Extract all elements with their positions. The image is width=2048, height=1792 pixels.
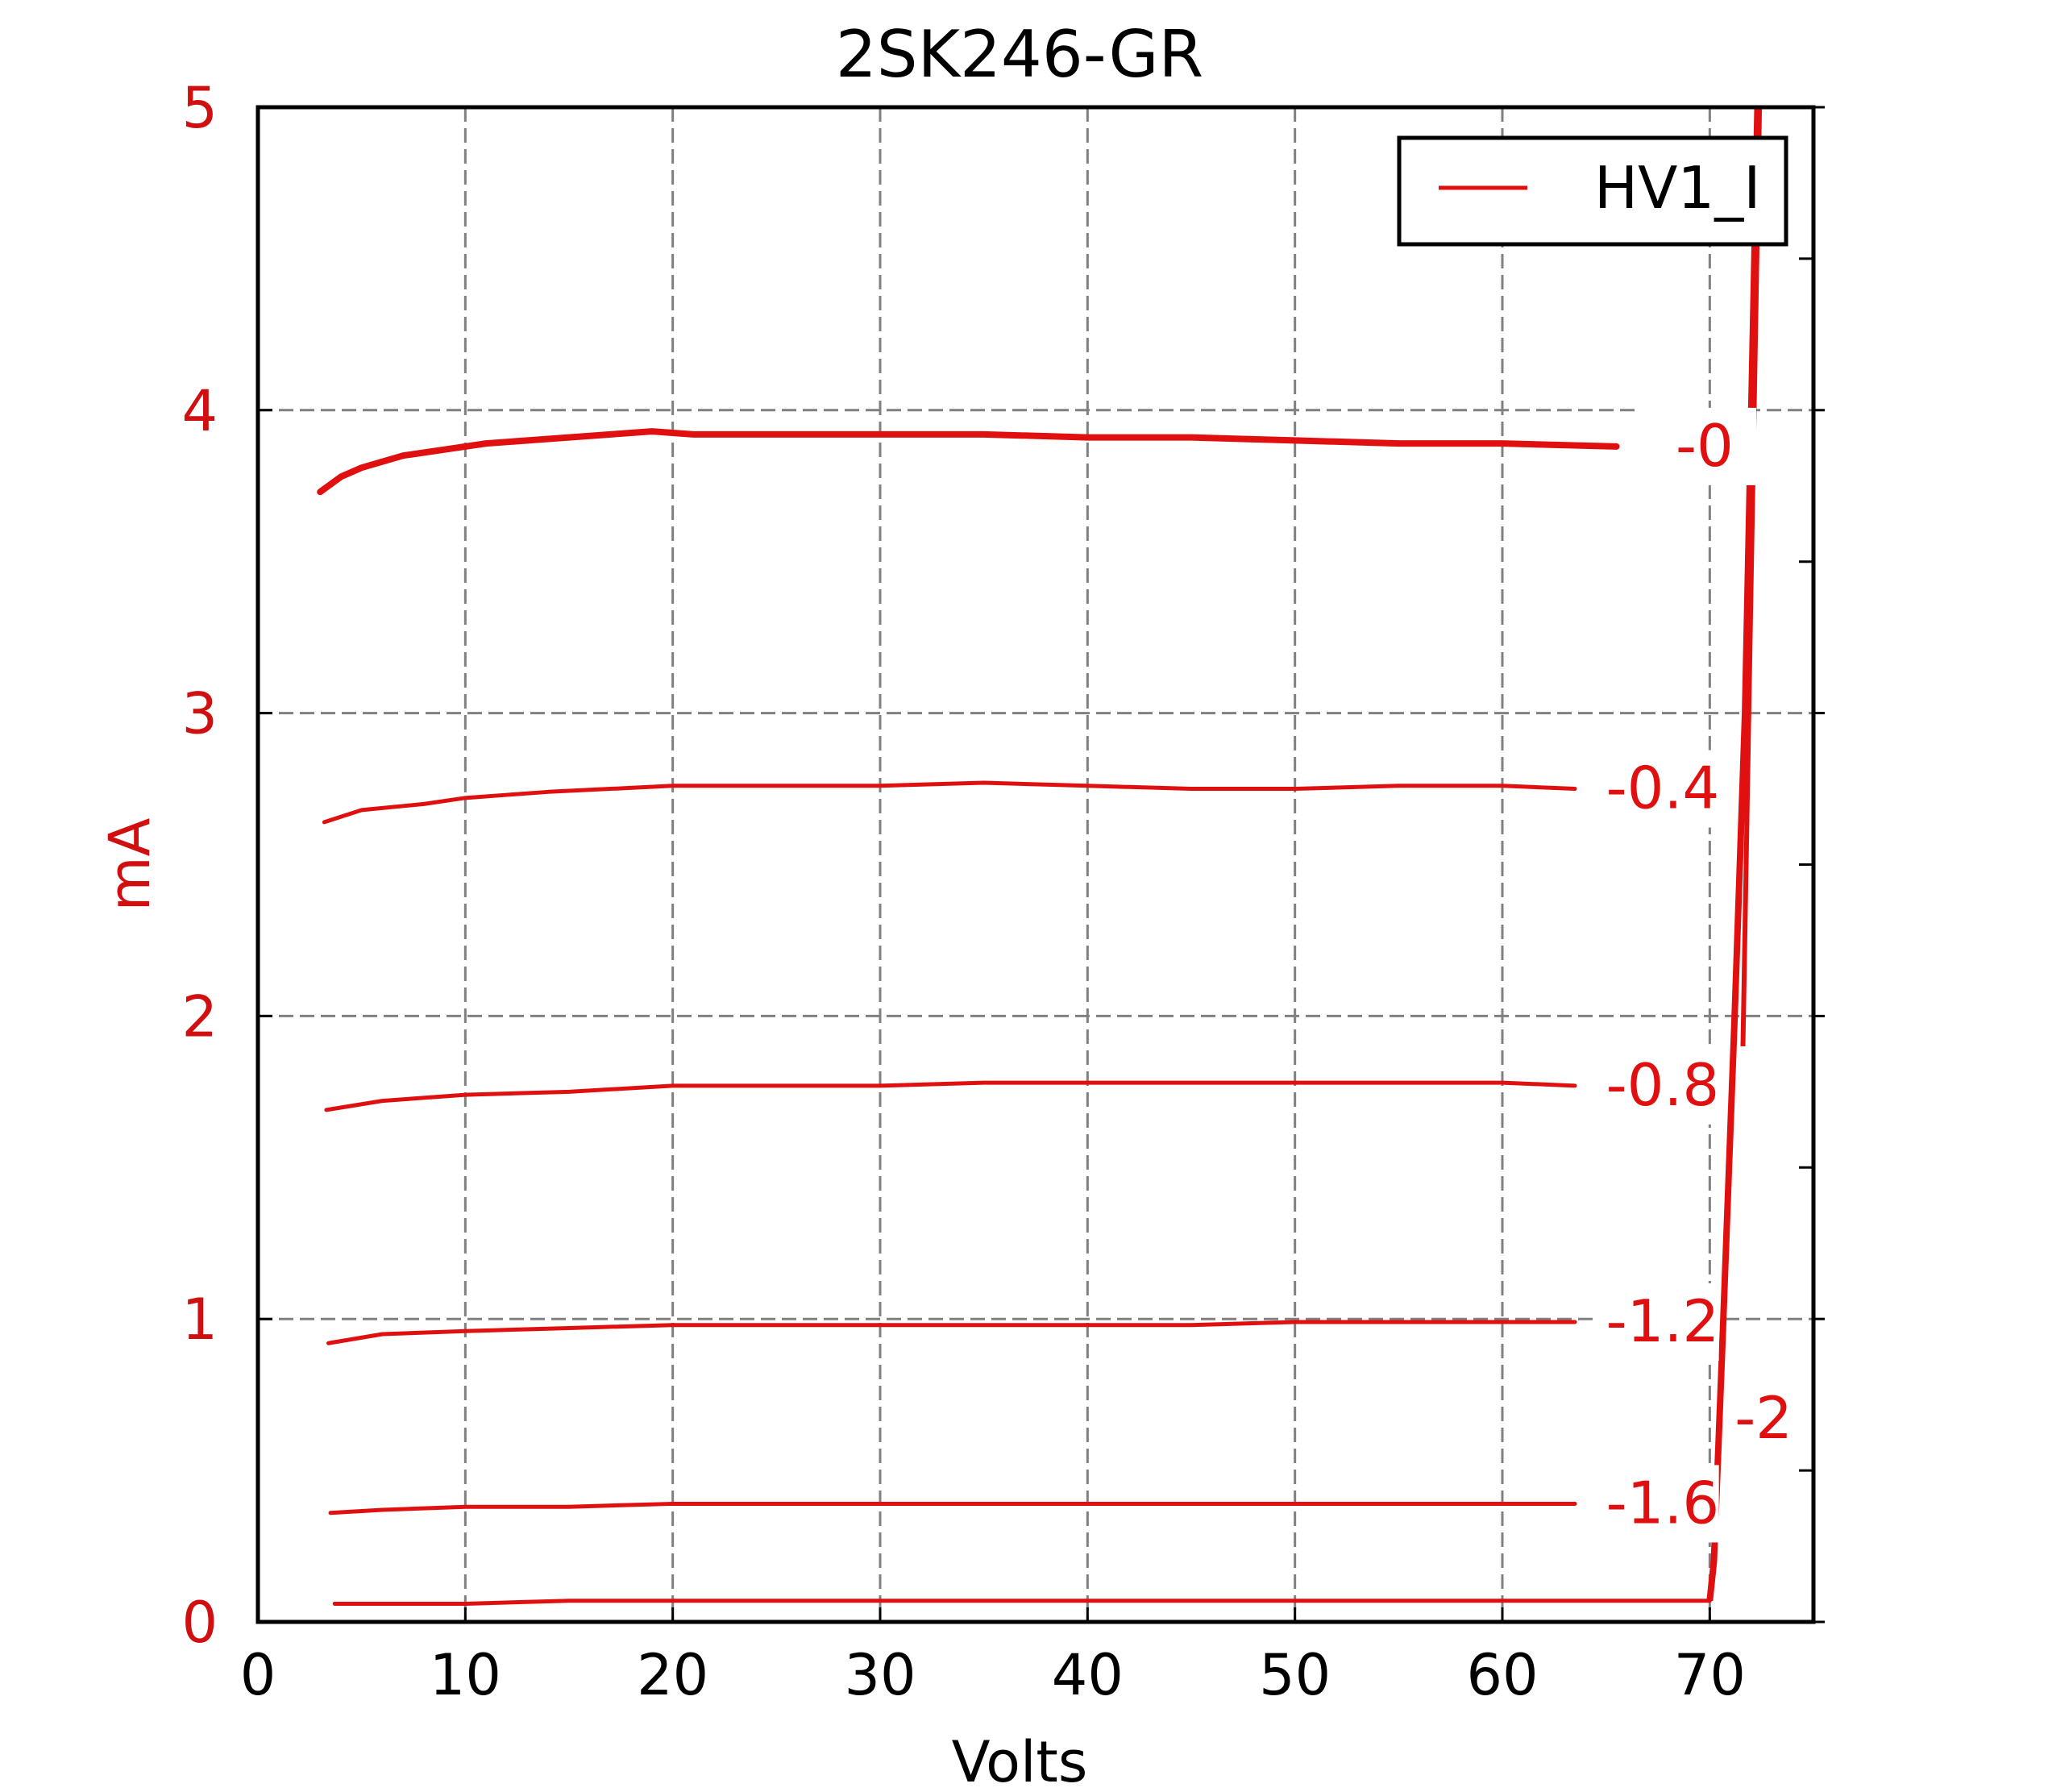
series-line-vg-1_6	[328, 1501, 1577, 1516]
x-tick-label: 30	[844, 1642, 916, 1708]
x-axis-label: Volts	[952, 1729, 1088, 1792]
y-tick-label: 1	[181, 1287, 218, 1353]
x-tick-label: 20	[637, 1642, 708, 1708]
y-tick-label: 0	[181, 1590, 218, 1656]
curve-label-bg	[1635, 407, 1756, 485]
y-tick-label: 4	[181, 378, 218, 444]
curve-label-bg	[1726, 1380, 1848, 1458]
curve-label: -0.4	[1606, 755, 1719, 822]
series-line-vg-0_8	[324, 1080, 1577, 1112]
series-line-vg-0_4	[322, 780, 1577, 825]
curve-label: -0	[1676, 412, 1734, 480]
x-tick-label: 50	[1259, 1642, 1331, 1708]
curve-label: -0.8	[1606, 1051, 1719, 1119]
curve-label-bg	[1597, 750, 1719, 828]
curve-label-bg	[1597, 1283, 1719, 1361]
legend-box	[1397, 135, 1788, 247]
curve-label: -2	[1734, 1384, 1793, 1452]
y-tick-label: 2	[181, 983, 218, 1050]
x-tick-label: 70	[1674, 1642, 1746, 1708]
chart-title: 2SK246-GR	[836, 17, 1203, 92]
curve-label-bg	[1597, 1046, 1719, 1125]
series-line-vg-0	[317, 428, 1620, 496]
series-line-vg-1_2	[326, 1320, 1577, 1345]
breakdown-line	[1706, 106, 1761, 1602]
x-tick-label: 0	[240, 1642, 276, 1708]
y-tick-label: 5	[181, 75, 218, 141]
curve-label: -1.6	[1606, 1469, 1719, 1536]
x-tick-label: 10	[430, 1642, 501, 1708]
y-tick-label: 3	[181, 681, 218, 747]
y-axis-label: mA	[97, 817, 163, 911]
series-line-vg-2	[332, 1599, 1712, 1606]
plot-frame	[255, 105, 1816, 1624]
x-tick-label: 60	[1466, 1642, 1538, 1708]
curve-label: -1.2	[1606, 1287, 1719, 1355]
x-tick-label: 40	[1052, 1642, 1124, 1708]
curve-label-bg	[1597, 1465, 1719, 1543]
breakdown-line-secondary	[1740, 106, 1763, 1047]
legend-label: HV1_I	[1594, 154, 1760, 222]
